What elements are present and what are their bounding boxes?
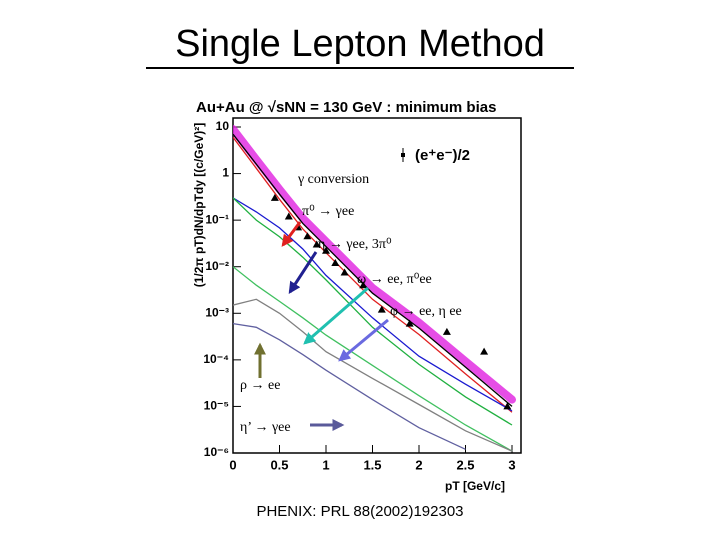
curve-label: η’ → γee xyxy=(240,420,291,435)
data-point xyxy=(284,212,293,220)
x-tick-label: 2.5 xyxy=(456,457,474,472)
arrow xyxy=(303,286,369,345)
data-point xyxy=(480,347,489,355)
slide-title: Single Lepton Method xyxy=(175,23,545,65)
x-axis-label: pT [GeV/c] xyxy=(445,479,505,493)
curve xyxy=(233,197,513,426)
footer: PHENIX: PRL 88(2002)192303 xyxy=(256,503,463,520)
plot-area xyxy=(233,125,516,452)
plot-frame xyxy=(232,117,522,454)
x-tick-label: 0 xyxy=(229,457,236,472)
legend-marker-dot xyxy=(401,153,405,157)
curve-label: ω → ee, π⁰ee xyxy=(357,272,432,287)
y-tick-label: 10⁻³ xyxy=(205,305,229,319)
data-point xyxy=(340,268,349,276)
curve xyxy=(233,322,466,450)
x-tick-label: 1.5 xyxy=(363,457,381,472)
curve-label: γ conversion xyxy=(297,172,369,187)
y-tick-label: 10⁻⁶ xyxy=(204,445,229,459)
y-tick-label: 10⁻⁵ xyxy=(204,399,229,413)
curve xyxy=(233,197,513,412)
chart-title: Au+Au @ √sNN = 130 GeV : minimum bias xyxy=(196,99,496,116)
curve-label: φ → ee, η ee xyxy=(390,304,462,319)
curve xyxy=(233,266,513,452)
x-tick-label: 1 xyxy=(322,457,329,472)
curve-label: η → γee, 3π⁰ xyxy=(318,237,392,252)
data-point xyxy=(377,305,386,313)
data-point xyxy=(331,259,340,267)
y-tick-label: 10 xyxy=(216,119,230,133)
data-point xyxy=(312,240,321,248)
y-tick-label: 10⁻⁴ xyxy=(203,352,229,366)
data-point xyxy=(405,319,414,327)
total-band xyxy=(233,125,516,404)
curve-label: π⁰ → γee xyxy=(302,204,354,219)
arrow xyxy=(338,318,389,362)
data-point xyxy=(442,327,451,335)
y-axis-label: (1/2π pT)dN/dpTdy [(c/GeV)²] xyxy=(192,123,206,288)
y-tick-label: 10⁻¹ xyxy=(205,212,229,226)
curve xyxy=(233,298,513,452)
x-tick-label: 2 xyxy=(415,457,422,472)
x-tick-label: 0.5 xyxy=(270,457,288,472)
curve xyxy=(233,133,513,407)
y-tick-label: 1 xyxy=(222,166,229,180)
x-tick-label: 3 xyxy=(508,457,515,472)
y-tick-label: 10⁻² xyxy=(205,259,229,273)
legend-label: (e⁺e⁻)/2 xyxy=(415,147,470,164)
data-point xyxy=(322,246,330,254)
data-point xyxy=(303,232,312,240)
curve-label: ρ → ee xyxy=(240,378,280,393)
data-point xyxy=(503,402,512,410)
arrow xyxy=(281,221,302,247)
data-point xyxy=(359,281,368,289)
arrow xyxy=(288,251,318,295)
data-point xyxy=(270,193,279,201)
